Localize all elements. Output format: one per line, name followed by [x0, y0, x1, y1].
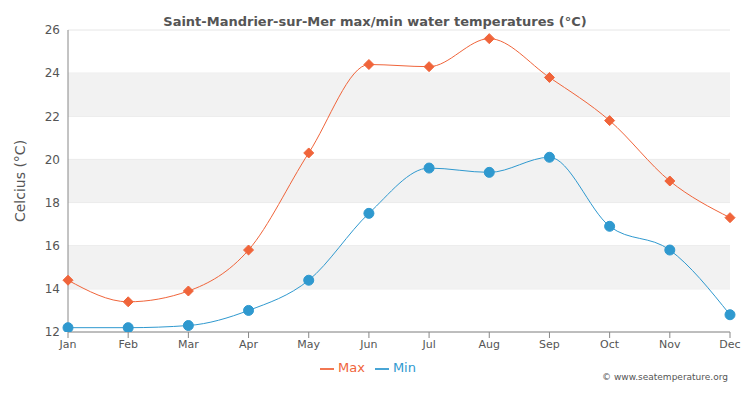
- svg-text:Dec: Dec: [719, 338, 740, 351]
- svg-text:May: May: [297, 338, 320, 351]
- svg-text:14: 14: [45, 282, 60, 296]
- svg-text:Apr: Apr: [239, 338, 259, 351]
- svg-text:20: 20: [45, 153, 60, 167]
- svg-text:Nov: Nov: [659, 338, 681, 351]
- svg-text:12: 12: [45, 325, 60, 339]
- svg-text:22: 22: [45, 110, 60, 124]
- svg-text:Celcius (°C): Celcius (°C): [12, 140, 28, 222]
- svg-text:Feb: Feb: [118, 338, 137, 351]
- svg-text:Oct: Oct: [600, 338, 620, 351]
- svg-text:16: 16: [45, 239, 60, 253]
- html-text:© www.seatemperature.org: © www.seatemperature.org: [602, 372, 728, 382]
- svg-text:24: 24: [45, 66, 60, 80]
- svg-text:18: 18: [45, 196, 60, 210]
- html-text:Max: Max: [338, 360, 365, 375]
- svg-text:Jun: Jun: [359, 338, 377, 351]
- html-text:Min: Min: [392, 360, 416, 375]
- svg-text:Mar: Mar: [178, 338, 199, 351]
- svg-text:Aug: Aug: [479, 338, 500, 351]
- svg-text:Jul: Jul: [421, 338, 435, 351]
- svg-text:26: 26: [45, 23, 60, 37]
- svg-text:Sep: Sep: [539, 338, 560, 351]
- svg-text:Jan: Jan: [59, 338, 77, 351]
- html-text:Saint-Mandrier-sur-Mer max/min: Saint-Mandrier-sur-Mer max/min water tem…: [163, 14, 587, 29]
